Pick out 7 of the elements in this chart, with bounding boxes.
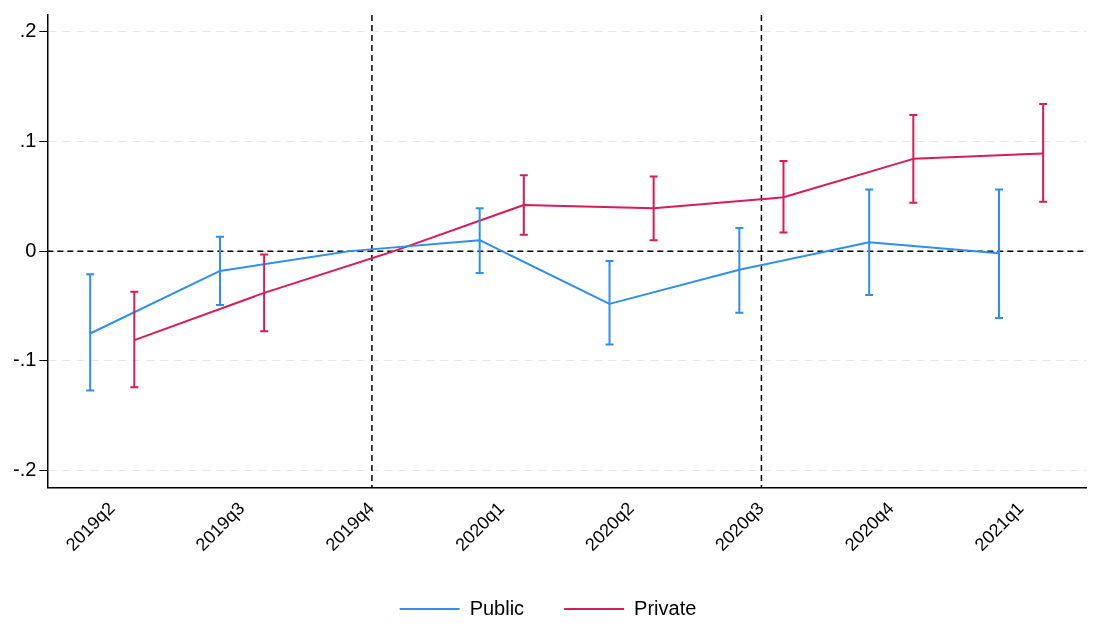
- y-tick-label: -.1: [13, 348, 37, 371]
- y-tick-label: .1: [19, 128, 37, 151]
- y-tick-label: .2: [19, 18, 37, 41]
- legend-label: Public: [469, 596, 525, 619]
- y-tick-label: 0: [25, 238, 37, 261]
- y-tick-label: -.2: [13, 458, 37, 481]
- legend-label: Private: [634, 596, 697, 619]
